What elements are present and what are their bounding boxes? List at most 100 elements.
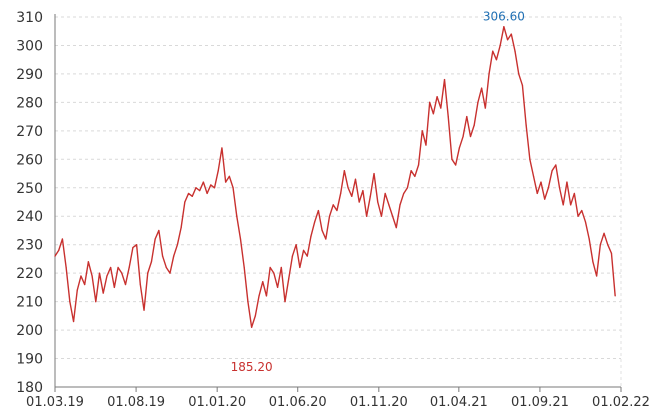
data-point bbox=[262, 281, 264, 283]
y-tick-label: 290 bbox=[16, 67, 43, 83]
data-point bbox=[547, 187, 549, 189]
data-point bbox=[136, 244, 138, 246]
data-point bbox=[325, 238, 327, 240]
data-point bbox=[336, 209, 338, 212]
data-point bbox=[132, 246, 134, 249]
data-point bbox=[332, 204, 334, 206]
data-point bbox=[369, 195, 371, 197]
data-point bbox=[291, 255, 294, 257]
y-tick-label: 190 bbox=[16, 352, 43, 368]
data-point bbox=[421, 130, 423, 132]
data-point bbox=[340, 192, 342, 195]
data-point bbox=[529, 158, 531, 160]
data-point bbox=[180, 227, 182, 229]
data-point bbox=[347, 187, 349, 189]
min-value-label: 185.20 bbox=[231, 360, 273, 374]
x-tick-label: 01.08.19 bbox=[107, 395, 165, 410]
data-point bbox=[514, 50, 516, 52]
data-point bbox=[121, 272, 123, 274]
data-point bbox=[213, 187, 216, 189]
data-point bbox=[436, 96, 438, 98]
data-point bbox=[506, 39, 509, 41]
data-point bbox=[217, 170, 219, 172]
data-point bbox=[603, 232, 605, 234]
data-point bbox=[354, 178, 357, 180]
data-point bbox=[395, 227, 397, 229]
data-point bbox=[280, 266, 282, 269]
x-tick-label: 01.04.21 bbox=[430, 395, 488, 410]
data-point bbox=[187, 192, 190, 195]
data-point bbox=[432, 113, 434, 115]
data-point bbox=[314, 221, 316, 223]
data-point bbox=[87, 261, 89, 263]
data-point bbox=[573, 192, 575, 195]
data-point bbox=[117, 266, 119, 269]
data-point bbox=[72, 320, 75, 323]
data-point bbox=[406, 187, 409, 189]
data-point bbox=[161, 255, 164, 257]
data-point bbox=[499, 44, 501, 47]
x-tick-label: 01.11.20 bbox=[350, 395, 408, 410]
data-point bbox=[273, 272, 275, 274]
x-tick-label: 01.06.20 bbox=[269, 395, 327, 410]
data-point bbox=[540, 181, 542, 183]
data-point bbox=[495, 59, 498, 61]
data-point bbox=[570, 204, 572, 206]
y-tick-label: 200 bbox=[16, 323, 43, 339]
data-point bbox=[302, 249, 305, 251]
data-point bbox=[158, 229, 160, 232]
y-tick-label: 210 bbox=[16, 295, 43, 311]
y-tick-label: 180 bbox=[16, 380, 43, 396]
data-point bbox=[440, 107, 442, 109]
data-point bbox=[139, 283, 141, 286]
data-point bbox=[592, 261, 594, 263]
data-point bbox=[328, 215, 331, 217]
data-point bbox=[210, 184, 212, 186]
x-tick-label: 01.03.19 bbox=[26, 395, 84, 410]
data-point bbox=[110, 266, 112, 269]
data-point bbox=[599, 244, 601, 246]
y-tick-label: 260 bbox=[16, 152, 43, 168]
data-point bbox=[410, 170, 412, 172]
data-point bbox=[84, 283, 86, 286]
data-point bbox=[614, 295, 616, 297]
data-point bbox=[206, 192, 208, 195]
y-axis-tick-labels: 180 190 200 210 220 230 240 250 260 270 280 290 300 3… bbox=[16, 10, 43, 396]
data-point bbox=[477, 101, 479, 103]
data-point bbox=[362, 190, 364, 192]
data-point bbox=[106, 275, 108, 277]
data-point bbox=[562, 204, 564, 206]
data-point bbox=[306, 255, 308, 257]
data-point bbox=[455, 164, 457, 166]
data-point bbox=[458, 147, 460, 149]
data-point bbox=[232, 187, 234, 189]
data-point bbox=[551, 170, 553, 172]
data-point bbox=[384, 192, 386, 195]
data-point bbox=[195, 187, 197, 189]
data-point bbox=[577, 215, 579, 217]
data-point bbox=[521, 84, 524, 86]
data-point bbox=[488, 73, 490, 75]
data-point bbox=[388, 204, 390, 206]
data-point bbox=[113, 286, 115, 288]
data-point bbox=[95, 301, 97, 303]
data-point bbox=[247, 301, 249, 303]
data-point bbox=[414, 175, 416, 177]
data-point bbox=[69, 301, 71, 303]
data-point bbox=[518, 73, 520, 75]
data-point bbox=[228, 175, 230, 177]
data-point bbox=[403, 192, 405, 195]
data-point bbox=[447, 116, 449, 118]
data-point bbox=[284, 301, 286, 303]
y-tick-label: 240 bbox=[16, 209, 43, 225]
data-point bbox=[321, 229, 323, 232]
data-point bbox=[165, 266, 167, 269]
data-point bbox=[607, 244, 609, 246]
data-point bbox=[377, 201, 379, 203]
y-tick-label: 300 bbox=[16, 38, 43, 54]
data-point bbox=[610, 252, 613, 254]
data-point bbox=[169, 272, 171, 274]
data-point bbox=[558, 187, 561, 189]
data-point bbox=[143, 309, 145, 311]
